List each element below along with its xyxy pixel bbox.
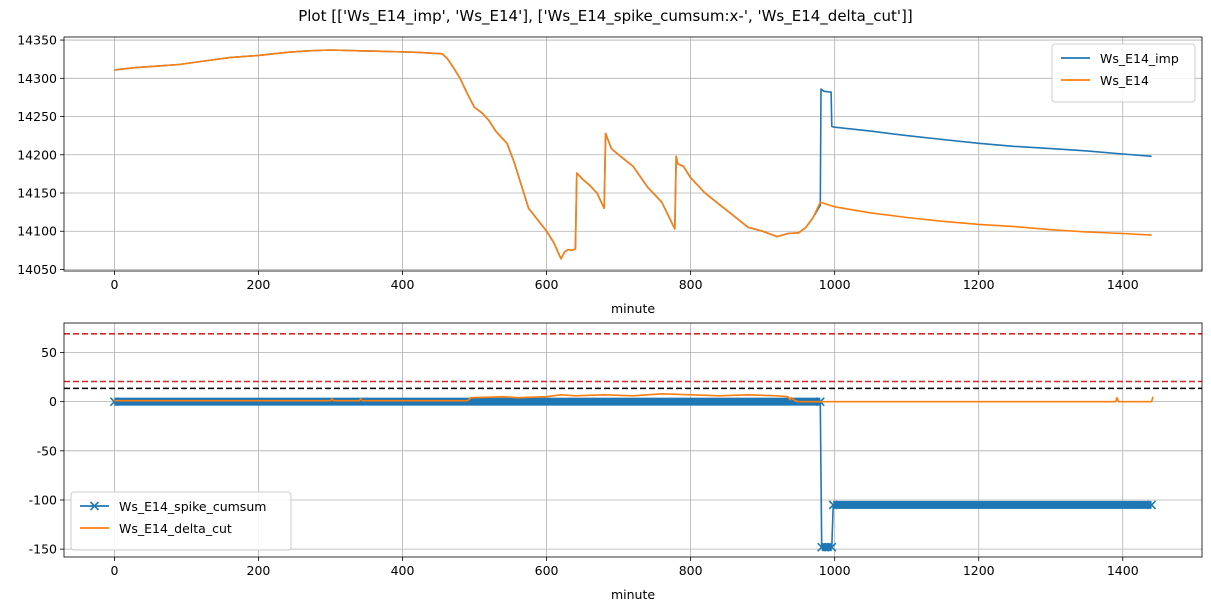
top-xtick-label: 1000 — [819, 277, 851, 292]
bottom-plot-area — [64, 333, 1202, 552]
top-xtick-label: 400 — [391, 277, 415, 292]
bottom-xtick-label: 600 — [535, 563, 559, 578]
bottom-legend-label: Ws_E14_spike_cumsum — [119, 499, 266, 514]
top-ytick-label: 14250 — [17, 109, 57, 124]
bottom-ytick-label: -100 — [29, 492, 57, 507]
bottom-legend-label: Ws_E14_delta_cut — [119, 521, 232, 536]
top-legend: Ws_E14_imp Ws_E14 — [1051, 43, 1196, 103]
top-xtick-label: 1400 — [1107, 277, 1139, 292]
figure-suptitle: Plot [['Ws_E14_imp', 'Ws_E14'], ['Ws_E14… — [298, 7, 913, 25]
top-ytick-label: 14100 — [17, 224, 57, 239]
bottom-series-ws-e14-spike-cumsum-line — [114, 400, 1152, 548]
bottom-ytick-label: -150 — [29, 542, 57, 557]
top-legend-label: Ws_E14 — [1100, 73, 1149, 88]
top-series-ws-e14-line — [114, 49, 1152, 260]
top-ytick-label: 14200 — [17, 147, 57, 162]
top-plot-area — [114, 49, 1152, 260]
top-axes: 0 200 400 600 800 1000 1200 1400 14050 14100 14150… — [17, 33, 1203, 316]
bottom-xlabel: minute — [611, 587, 655, 602]
bottom-xtick-label: 800 — [679, 563, 703, 578]
top-xtick-label: 1200 — [963, 277, 995, 292]
bottom-xtick-label: 1000 — [819, 563, 851, 578]
top-xlabel: minute — [611, 301, 655, 316]
top-ytick-label: 14050 — [17, 262, 57, 277]
bottom-legend-box — [70, 491, 292, 551]
top-xtick-label: 200 — [247, 277, 271, 292]
top-xtick-label: 600 — [535, 277, 559, 292]
top-legend-label: Ws_E14_imp — [1100, 51, 1179, 66]
bottom-xtick-label: 400 — [391, 563, 415, 578]
bottom-series-ws-e14-spike-cumsum-marker — [817, 542, 827, 552]
bottom-frame — [63, 322, 1203, 558]
bottom-series-ws-e14-spike-cumsum-marker — [828, 500, 838, 510]
bottom-series-ws-e14-spike-cumsum-marker — [827, 542, 837, 552]
bottom-series-ws-e14-delta-cut-line — [114, 393, 1154, 403]
bottom-series-ws-e14-spike-cumsum-marker — [1147, 500, 1157, 510]
top-ytick-label: 14350 — [17, 33, 57, 48]
top-xtick-label: 800 — [679, 277, 703, 292]
top-ytick-label: 14150 — [17, 186, 57, 201]
bottom-xtick-label: 0 — [110, 563, 118, 578]
bottom-xtick-label: 1200 — [963, 563, 995, 578]
bottom-series-ws-e14-spike-cumsum-marker — [109, 397, 119, 407]
bottom-legend: Ws_E14_spike_cumsum Ws_E14_delta_cut — [70, 491, 292, 551]
top-frame — [63, 36, 1203, 272]
bottom-legend-marker — [89, 501, 100, 511]
top-xtick-label: 0 — [110, 277, 118, 292]
bottom-xtick-label: 200 — [247, 563, 271, 578]
top-ytick-label: 14300 — [17, 71, 57, 86]
bottom-axes: 0 200 400 600 800 1000 1200 1400 50 0 -50 -100 -150 m… — [29, 322, 1203, 602]
bottom-ytick-label: 0 — [49, 394, 57, 409]
bottom-xtick-label: 1400 — [1107, 563, 1139, 578]
bottom-ytick-label: -50 — [37, 443, 57, 458]
bottom-ytick-label: 50 — [41, 345, 57, 360]
